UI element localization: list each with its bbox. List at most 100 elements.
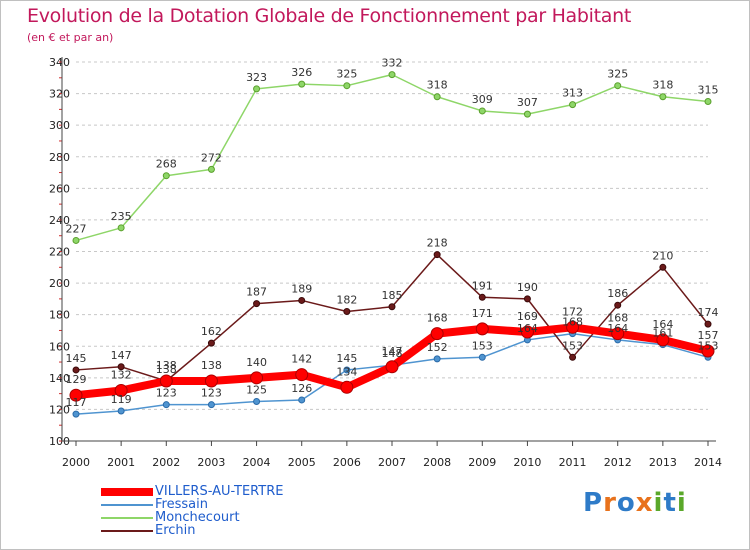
data-point-villers-au-tertre [656,333,670,347]
x-tick-label: 2010 [513,456,541,469]
data-label-fressain: 153 [698,339,719,352]
data-label-erchin: 189 [291,282,312,295]
data-point-monchecourt [569,101,577,109]
data-point-villers-au-tertre [204,374,218,388]
data-point-monchecourt [478,107,486,115]
x-tick-label: 2002 [152,456,180,469]
data-point-erchin [433,251,441,259]
data-label-erchin: 210 [652,249,673,262]
logo-letter: r [603,488,617,518]
data-label-villers-au-tertre: 132 [111,368,132,381]
data-point-villers-au-tertre [69,388,83,402]
data-point-villers-au-tertre [340,380,354,394]
data-label-erchin: 153 [562,339,583,352]
chart-title: Evolution de la Dotation Globale de Fonc… [27,5,632,27]
legend-swatch [101,504,153,506]
data-point-erchin [388,303,396,311]
data-label-erchin: 174 [698,306,719,319]
data-label-erchin: 191 [472,279,493,292]
data-point-erchin [569,353,577,361]
data-label-fressain: 164 [517,322,538,335]
data-point-villers-au-tertre [385,360,399,374]
data-point-monchecourt [523,110,531,118]
data-label-villers-au-tertre: 138 [201,359,222,372]
legend-swatch [101,517,153,519]
data-label-erchin: 185 [382,289,403,302]
data-point-erchin [659,263,667,271]
data-label-monchecourt: 326 [291,66,312,79]
data-label-fressain: 152 [427,341,448,354]
data-label-fressain: 145 [336,352,357,365]
data-point-villers-au-tertre [611,327,625,341]
x-tick-label: 2004 [243,456,271,469]
data-point-villers-au-tertre [566,320,580,334]
data-label-monchecourt: 268 [156,158,177,171]
data-point-monchecourt [253,85,261,93]
data-label-fressain: 148 [382,347,403,360]
data-label-erchin: 145 [66,352,87,365]
x-tick-label: 2003 [197,456,225,469]
data-label-monchecourt: 227 [66,222,87,235]
logo-letter: t [663,488,677,518]
data-point-fressain [72,410,80,418]
data-label-fressain: 123 [156,387,177,400]
data-label-monchecourt: 332 [382,57,403,70]
data-label-fressain: 119 [111,393,132,406]
x-tick-label: 2005 [288,456,316,469]
data-point-fressain [343,366,351,374]
data-label-monchecourt: 309 [472,93,493,106]
data-label-monchecourt: 325 [607,68,628,81]
data-point-monchecourt [659,93,667,101]
x-tick-label: 2012 [604,456,632,469]
legend-label: Monchecourt [155,510,240,525]
data-label-fressain: 117 [66,396,87,409]
data-point-monchecourt [433,93,441,101]
data-label-villers-au-tertre: 168 [607,312,628,325]
data-point-erchin [207,339,215,347]
x-tick-label: 2000 [62,456,90,469]
data-label-erchin: 162 [201,325,222,338]
data-label-fressain: 161 [652,327,673,340]
logo-letter: i [676,488,687,518]
data-point-villers-au-tertre [430,327,444,341]
x-tick-label: 2007 [378,456,406,469]
legend-swatch [101,488,153,496]
data-point-fressain [433,355,441,363]
data-label-erchin: 187 [246,286,267,299]
data-label-monchecourt: 315 [698,83,719,96]
legend-label: Fressain [155,497,208,512]
data-label-fressain: 125 [246,384,267,397]
data-label-fressain: 123 [201,387,222,400]
data-label-villers-au-tertre: 140 [246,356,267,369]
proxiti-logo: Proxiti [583,488,687,518]
data-label-villers-au-tertre: 171 [472,307,493,320]
data-point-villers-au-tertre [159,374,173,388]
data-point-villers-au-tertre [250,371,264,385]
data-point-fressain [117,407,125,415]
data-point-erchin [478,293,486,301]
x-tick-label: 2011 [559,456,587,469]
data-label-fressain: 126 [291,382,312,395]
data-label-villers-au-tertre: 157 [698,329,719,342]
data-point-monchecourt [704,97,712,105]
data-label-erchin: 218 [427,237,448,250]
data-point-villers-au-tertre [475,322,489,336]
data-label-villers-au-tertre: 164 [652,318,673,331]
data-label-erchin: 182 [336,294,357,307]
data-point-erchin [253,300,261,308]
logo-letter: o [616,488,636,518]
data-label-monchecourt: 272 [201,151,222,164]
data-point-fressain [298,396,306,404]
data-label-monchecourt: 307 [517,96,538,109]
x-tick-label: 2006 [333,456,361,469]
data-point-erchin [343,308,351,316]
data-point-erchin [614,301,622,309]
legend-label: Erchin [155,523,196,538]
legend-label: VILLERS-AU-TERTRE [155,484,284,499]
data-label-villers-au-tertre: 172 [562,305,583,318]
data-point-erchin [523,295,531,303]
data-point-monchecourt [614,82,622,90]
x-tick-label: 2008 [423,456,451,469]
